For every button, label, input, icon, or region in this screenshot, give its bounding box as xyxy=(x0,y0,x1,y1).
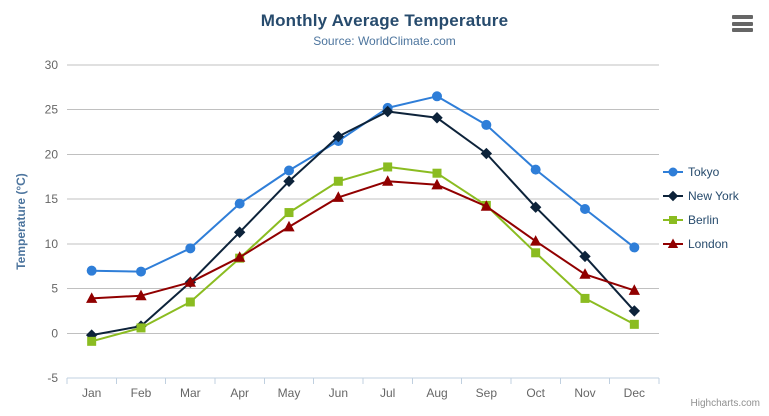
series-tokyo-point-Mar[interactable] xyxy=(185,243,196,254)
x-axis-tick-label: Aug xyxy=(426,386,447,400)
series-new-york-point-Oct[interactable] xyxy=(529,201,542,213)
series-berlin-point-Jul[interactable] xyxy=(383,162,393,172)
series-tokyo-point-Sep[interactable] xyxy=(481,119,492,130)
series-new-york-point-Dec[interactable] xyxy=(628,305,641,317)
series-new-york-point-May[interactable] xyxy=(283,175,295,187)
series-london-point-May[interactable] xyxy=(283,220,295,232)
series-new-york-line[interactable] xyxy=(90,110,636,337)
series-berlin-point-Oct[interactable] xyxy=(531,248,541,258)
series-berlin-point-Aug[interactable] xyxy=(432,168,442,178)
series-london-point-Nov[interactable] xyxy=(579,268,591,279)
legend-marker-shape[interactable] xyxy=(667,190,679,202)
legend-item-new-york[interactable]: New York xyxy=(663,184,739,208)
export-menu-button[interactable] xyxy=(732,15,753,32)
series-berlin-point-Jun[interactable] xyxy=(333,176,343,186)
series-berlin-point-Feb[interactable] xyxy=(136,323,146,333)
x-axis-tick-label: Dec xyxy=(624,386,645,400)
series-tokyo-point-Jan[interactable] xyxy=(86,265,97,276)
chart-title: Monthly Average Temperature xyxy=(260,11,509,30)
series-new-york-point-Aug[interactable] xyxy=(431,112,443,124)
highcharts-credit-link[interactable]: Highcharts.com xyxy=(690,398,760,409)
hamburger-icon-bar xyxy=(732,28,753,32)
legend-label: London xyxy=(688,237,729,251)
series-london-point-Apr[interactable] xyxy=(234,251,246,262)
y-axis-tick-label: 15 xyxy=(45,192,59,206)
series-new-york-point-Jun[interactable] xyxy=(332,130,345,143)
legend: Tokyo New York Berlin London xyxy=(663,160,739,256)
x-axis-tick-label: Jul xyxy=(380,386,395,400)
series-berlin-point-Dec[interactable] xyxy=(629,319,639,329)
y-axis-tick-label: 5 xyxy=(51,282,58,296)
series-london-point-Sep[interactable] xyxy=(480,200,492,211)
series-tokyo-line[interactable] xyxy=(90,95,636,273)
legend-marker-triangle-icon xyxy=(663,238,683,248)
series-berlin-point-Jan[interactable] xyxy=(87,336,97,346)
series-berlin-point-Nov[interactable] xyxy=(580,293,590,303)
series-berlin-point-Mar[interactable] xyxy=(185,297,195,307)
series-london-point-Dec[interactable] xyxy=(628,284,640,295)
legend-item-tokyo[interactable]: Tokyo xyxy=(663,160,739,184)
hamburger-icon-bar xyxy=(732,15,753,19)
series-tokyo-point-Nov[interactable] xyxy=(580,203,590,214)
series-new-york-point-Nov[interactable] xyxy=(579,250,591,263)
x-axis-tick-label: Feb xyxy=(131,386,152,400)
legend-label: Berlin xyxy=(688,213,719,227)
series-tokyo-point-Oct[interactable] xyxy=(530,164,541,175)
x-axis-tick-label: Apr xyxy=(230,386,249,400)
series-new-york-point-Apr[interactable] xyxy=(233,226,246,238)
series-tokyo-point-Aug[interactable] xyxy=(432,91,442,102)
series-london-point-Jan[interactable] xyxy=(86,292,98,303)
series-tokyo-point-Feb[interactable] xyxy=(136,266,146,277)
x-axis-tick-label: Jan xyxy=(82,386,101,400)
y-axis-tick-label: 20 xyxy=(45,147,59,161)
legend-marker-diamond-icon xyxy=(663,190,683,202)
legend-marker-shape[interactable] xyxy=(668,167,678,177)
series-london-point-Jul[interactable] xyxy=(382,175,394,186)
legend-marker-shape[interactable] xyxy=(669,216,677,224)
x-axis-tick-label: Oct xyxy=(526,386,545,400)
legend-label: Tokyo xyxy=(688,165,720,179)
legend-marker-square-icon xyxy=(663,216,683,224)
series-berlin-point-May[interactable] xyxy=(284,208,294,218)
y-axis-tick-label: 0 xyxy=(51,326,58,340)
series-tokyo-point-May[interactable] xyxy=(284,165,294,176)
legend-item-berlin[interactable]: Berlin xyxy=(663,208,739,232)
y-axis-tick-label: -5 xyxy=(47,371,58,385)
y-axis-tick-label: 25 xyxy=(45,103,59,117)
x-axis-tick-label: May xyxy=(278,386,301,400)
legend-item-london[interactable]: London xyxy=(663,232,739,256)
y-axis-tick-label: 10 xyxy=(45,237,59,251)
x-axis-tick-label: Nov xyxy=(574,386,595,400)
series-london-point-Oct[interactable] xyxy=(530,235,542,246)
x-axis-tick-label: Jun xyxy=(329,386,348,400)
y-axis-tick-label: 30 xyxy=(45,58,59,72)
series-london-line[interactable] xyxy=(90,180,636,300)
x-axis-tick-label: Sep xyxy=(476,386,498,400)
x-axis-tick-label: Mar xyxy=(180,386,201,400)
legend-marker-circle-icon xyxy=(663,167,683,177)
series-tokyo-point-Dec[interactable] xyxy=(629,242,640,253)
legend-marker-shape[interactable] xyxy=(667,238,679,248)
series-london-point-Jun[interactable] xyxy=(332,191,344,202)
series-berlin-line[interactable] xyxy=(90,165,636,343)
series-new-york-point-Sep[interactable] xyxy=(480,147,493,160)
hamburger-icon-bar xyxy=(732,21,753,26)
series-london-point-Mar[interactable] xyxy=(184,276,196,287)
chart-subtitle: Source: WorldClimate.com xyxy=(313,34,456,48)
y-axis-title: Temperature (°C) xyxy=(14,173,28,270)
legend-label: New York xyxy=(688,189,739,203)
series-tokyo-point-Apr[interactable] xyxy=(234,198,245,209)
series-london-point-Aug[interactable] xyxy=(431,178,443,190)
series-london-point-Feb[interactable] xyxy=(135,289,147,301)
series-new-york-point-Jul[interactable] xyxy=(381,105,394,118)
